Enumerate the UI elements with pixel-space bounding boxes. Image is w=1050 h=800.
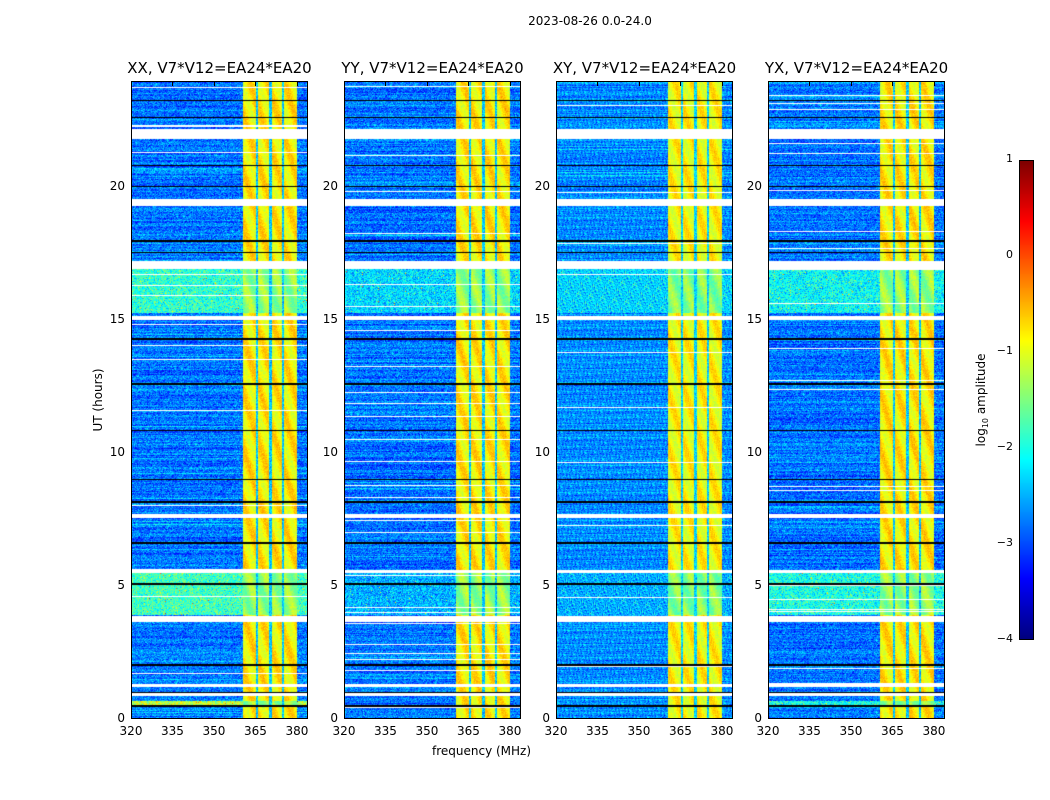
colorbar-tick-label: 1	[1006, 152, 1013, 165]
x-tick-label: 335	[586, 724, 609, 738]
figure-title: 2023-08-26 0.0-24.0	[528, 14, 652, 28]
x-tick-mark	[768, 81, 769, 86]
x-axis-label: frequency (MHz)	[432, 744, 532, 758]
x-tick-label: 365	[244, 724, 267, 738]
x-tick-label: 350	[202, 724, 226, 738]
y-axis-label: UT (hours)	[91, 368, 105, 432]
panel-title: YX, V7*V12=EA24*EA20	[764, 59, 949, 77]
x-tick-mark	[344, 81, 345, 86]
x-tick-mark	[172, 81, 174, 86]
x-tick-mark	[213, 81, 215, 86]
x-tick-mark	[385, 81, 387, 86]
x-tick-mark	[721, 81, 723, 86]
colorbar-gradient	[1020, 161, 1033, 639]
spectrogram-panel	[768, 81, 945, 719]
y-tick-label: 20	[534, 179, 550, 194]
y-tick-label: 10	[109, 445, 125, 460]
x-tick-mark	[680, 81, 682, 86]
x-tick-label: 365	[457, 724, 480, 738]
x-tick-mark	[468, 81, 470, 86]
spectrogram-heatmap	[769, 82, 944, 718]
y-tick-label: 10	[534, 445, 550, 460]
x-tick-mark	[556, 81, 557, 86]
y-tick-label: 0	[542, 711, 550, 725]
y-tick-label: 10	[746, 445, 762, 460]
x-tick-label: 380	[285, 724, 309, 738]
spectrogram-panel	[131, 81, 308, 719]
x-tick-mark	[638, 81, 640, 86]
colorbar-tick-label: −2	[996, 440, 1013, 453]
x-tick-label: 350	[627, 724, 651, 738]
y-tick-label: 15	[534, 312, 550, 327]
y-tick-label: 0	[330, 711, 338, 725]
x-tick-label: 320	[332, 724, 356, 738]
x-tick-label: 335	[161, 724, 184, 738]
x-tick-mark	[892, 81, 894, 86]
colorbar-tick-label: 0	[1006, 248, 1013, 261]
x-tick-mark	[850, 81, 852, 86]
y-tick-label: 15	[109, 312, 125, 327]
x-tick-label: 320	[119, 724, 143, 738]
x-tick-label: 380	[710, 724, 734, 738]
y-tick-label: 0	[754, 711, 762, 725]
panel-title: YY, V7*V12=EA24*EA20	[341, 59, 524, 77]
x-tick-label: 380	[922, 724, 946, 738]
spectrogram-heatmap	[132, 82, 307, 718]
x-tick-label: 335	[374, 724, 397, 738]
x-tick-label: 350	[415, 724, 439, 738]
x-tick-mark	[597, 81, 599, 86]
y-tick-label: 5	[542, 578, 550, 593]
y-tick-label: 20	[109, 179, 125, 194]
colorbar-tick-label: −3	[996, 536, 1013, 549]
y-tick-label: 20	[746, 179, 762, 194]
y-tick-label: 15	[746, 312, 762, 327]
x-tick-mark	[255, 81, 257, 86]
y-tick-label: 0	[117, 711, 125, 725]
y-tick-label: 20	[322, 179, 338, 194]
y-tick-label: 15	[322, 312, 338, 327]
y-tick-label: 10	[322, 445, 338, 460]
x-tick-mark	[426, 81, 428, 86]
colorbar-tick-label: −1	[996, 344, 1013, 357]
y-tick-label: 5	[330, 578, 338, 593]
spectrogram-panel	[556, 81, 733, 719]
panel-title: XX, V7*V12=EA24*EA20	[127, 59, 312, 77]
colorbar-label: log10 amplitude	[973, 353, 991, 447]
x-tick-label: 380	[498, 724, 522, 738]
x-tick-mark	[809, 81, 811, 86]
spectrogram-heatmap	[345, 82, 520, 718]
y-tick-label: 5	[754, 578, 762, 593]
x-tick-mark	[296, 81, 298, 86]
x-tick-label: 320	[756, 724, 780, 738]
x-tick-label: 365	[881, 724, 904, 738]
colorbar-tick-label: −4	[996, 632, 1013, 645]
spectrogram-heatmap	[557, 82, 732, 718]
colorbar	[1019, 160, 1034, 640]
x-tick-label: 320	[544, 724, 568, 738]
x-tick-mark	[933, 81, 935, 86]
x-tick-label: 350	[839, 724, 863, 738]
x-tick-mark	[131, 81, 132, 86]
x-tick-mark	[509, 81, 511, 86]
y-tick-label: 5	[117, 578, 125, 593]
panel-title: XY, V7*V12=EA24*EA20	[552, 59, 737, 77]
x-tick-label: 365	[669, 724, 692, 738]
spectrogram-panel	[344, 81, 521, 719]
x-tick-label: 335	[798, 724, 821, 738]
